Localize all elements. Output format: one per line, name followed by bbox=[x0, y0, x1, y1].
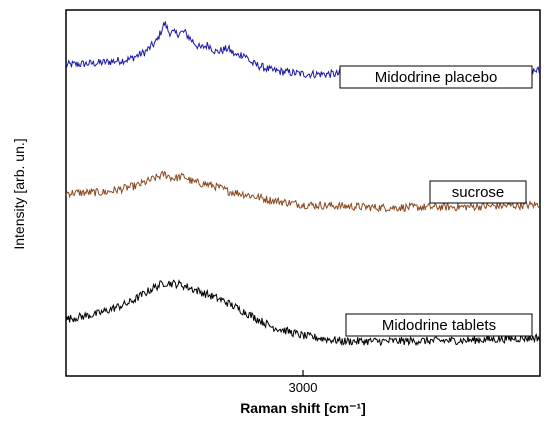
series-label-box-0 bbox=[339, 65, 533, 89]
series-label-box-2 bbox=[345, 313, 533, 337]
series-label-2: Midodrine tablets bbox=[382, 317, 496, 334]
y-axis-label: Intensity [arb. un.] bbox=[11, 138, 27, 249]
x-tick-label-0: 3000 bbox=[289, 380, 318, 395]
series-line-2 bbox=[65, 279, 541, 347]
series-label-box-1 bbox=[429, 180, 527, 204]
x-axis-label: Raman shift [cm⁻¹] bbox=[240, 400, 366, 416]
series-label-1: sucrose bbox=[452, 184, 505, 201]
series-line-1 bbox=[65, 170, 541, 213]
series-label-0: Midodrine placebo bbox=[375, 69, 498, 86]
